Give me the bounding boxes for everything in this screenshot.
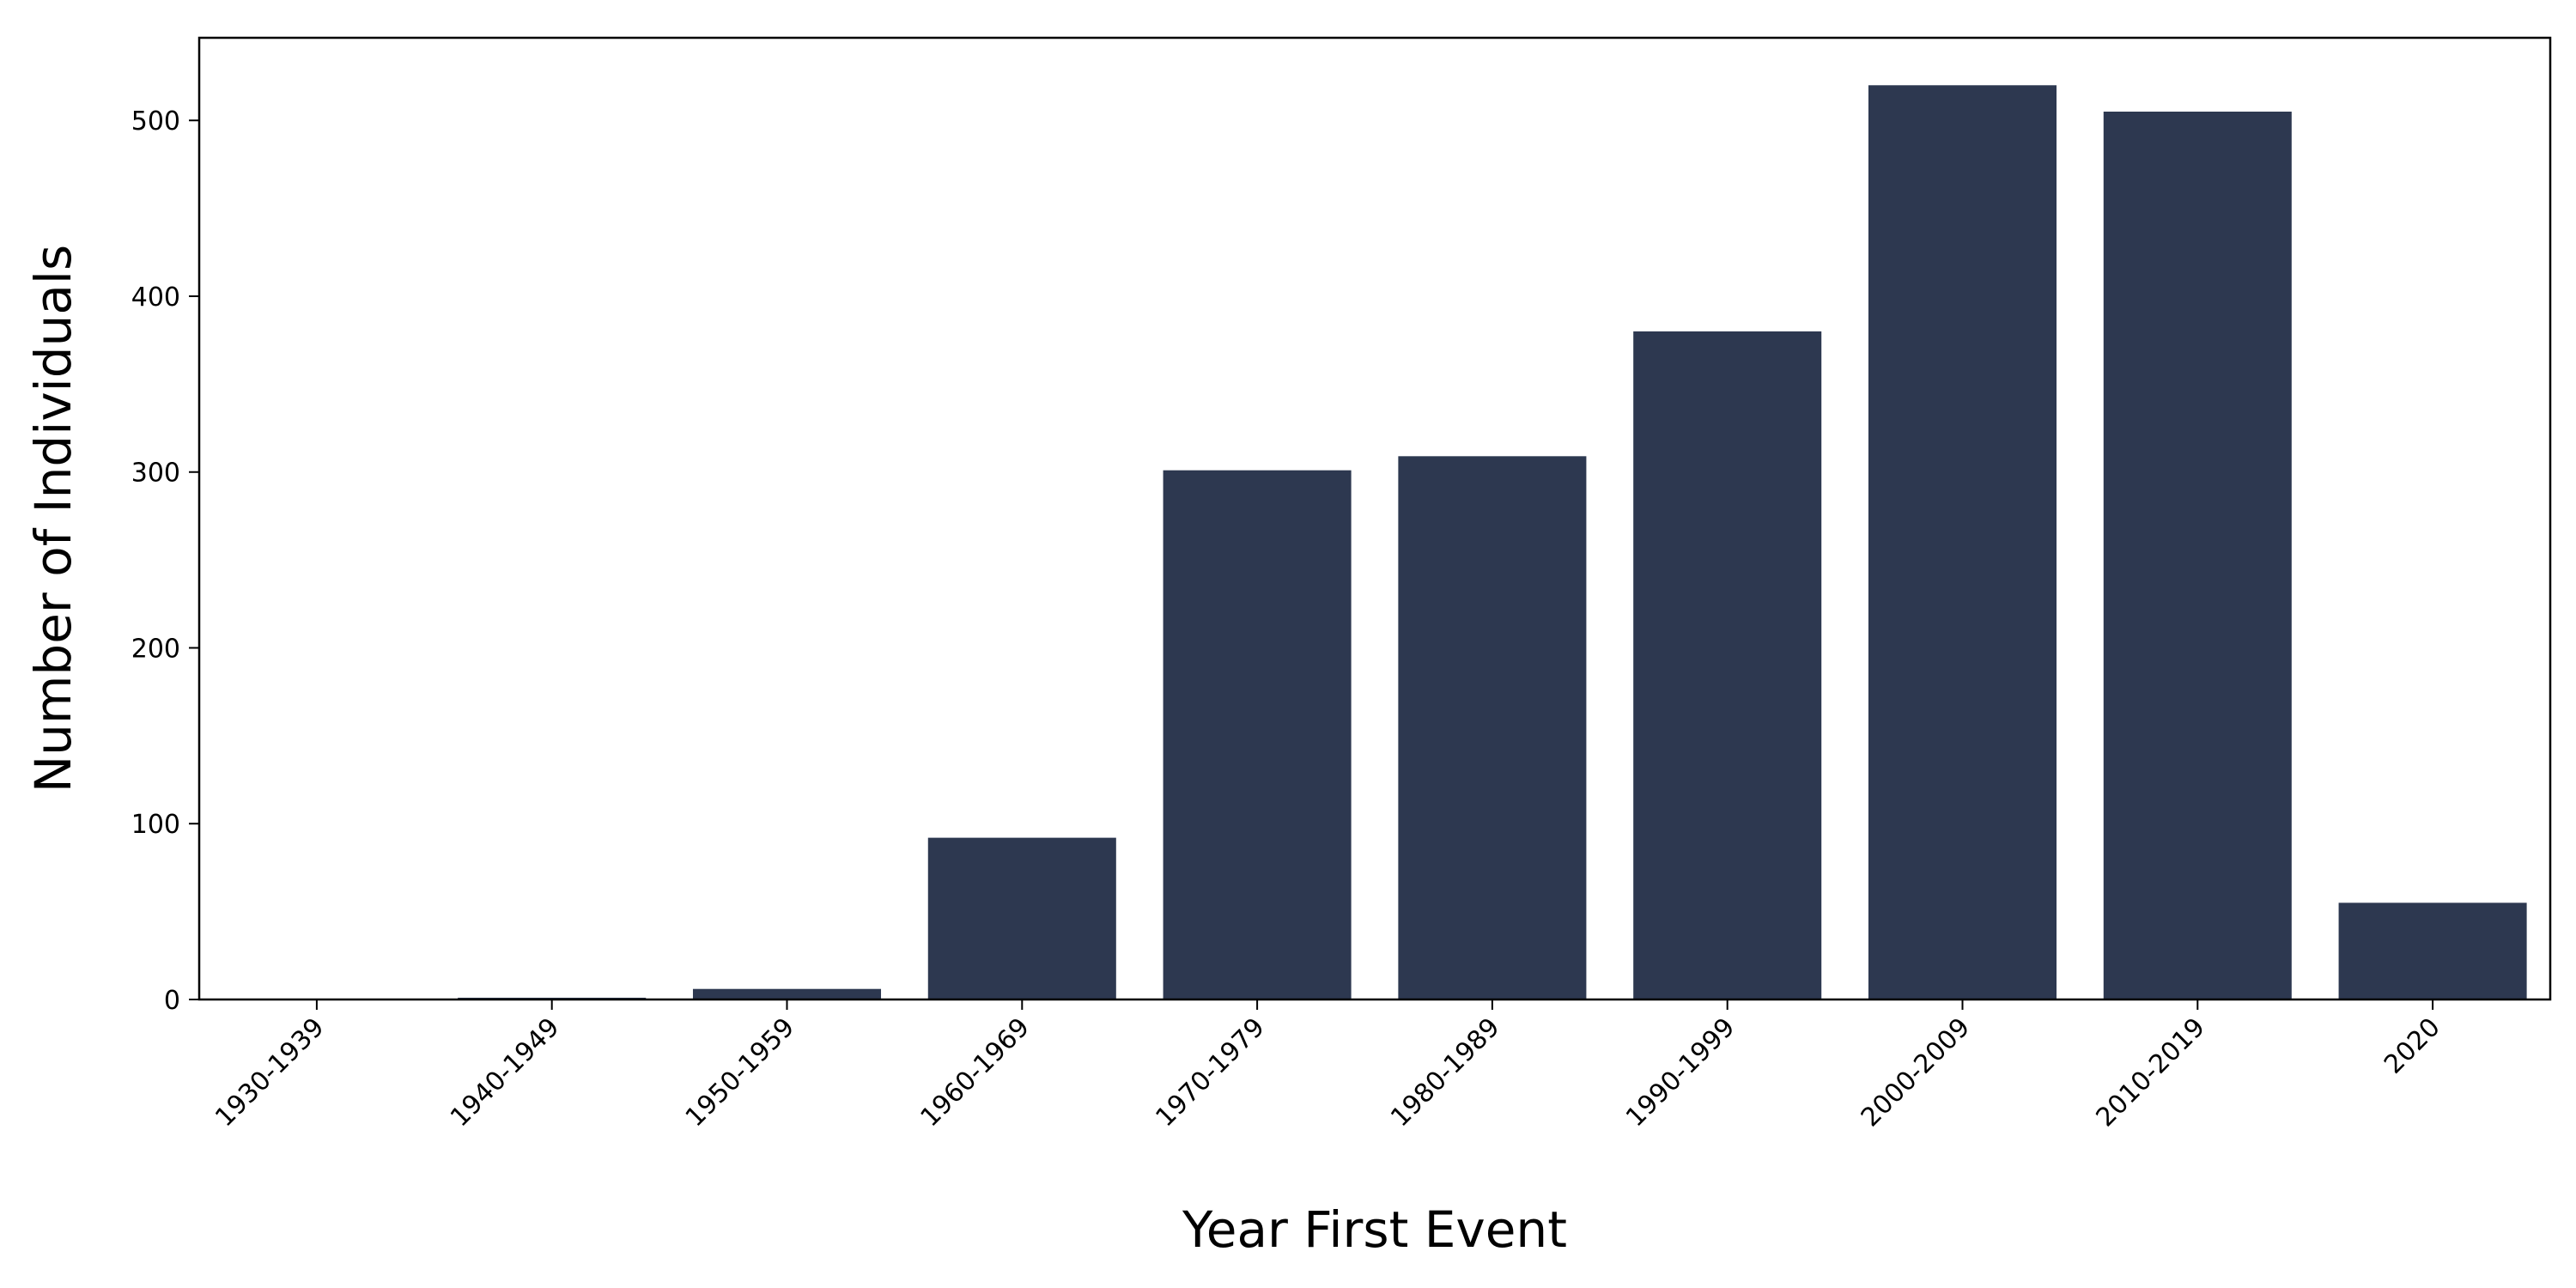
x-axis: 1930-1939 1940-1949 1950-1959 1960-1969 1970… [210,999,2446,1133]
y-tick-label: 400 [131,283,180,313]
x-tick-label: 2010-2019 [2091,1012,2211,1133]
y-axis: 0 100 200 300 400 500 [131,106,199,1016]
x-tick-label: 2020 [2379,1012,2446,1080]
x-tick-label: 1980-1989 [1385,1012,1505,1133]
bar-1950-1959 [692,988,882,999]
bar-2020 [2338,902,2527,999]
y-tick-label: 300 [131,459,180,489]
x-tick-label: 1940-1949 [445,1012,565,1133]
plot-frame [197,36,2552,1001]
bar-2000-2009 [1868,85,2057,1000]
x-tick-label: 1950-1959 [680,1012,800,1133]
bar-2010-2019 [2103,111,2292,999]
bars-group [458,85,2527,1000]
bar-1970-1979 [1163,470,1352,999]
x-tick-label: 1960-1969 [915,1012,1036,1133]
x-tick-label: 2000-2009 [1856,1012,1976,1133]
x-axis-label: Year First Event [1182,1200,1567,1259]
y-tick-label: 200 [131,634,180,664]
x-tick-label: 1930-1939 [210,1012,330,1133]
y-axis-label: Number of Individuals [24,245,82,793]
bar-1960-1969 [927,837,1116,999]
y-tick-label: 0 [164,986,180,1016]
bar-1980-1989 [1398,456,1587,999]
y-tick-label: 100 [131,810,180,840]
y-tick-label: 500 [131,106,180,137]
x-tick-label: 1990-1999 [1620,1012,1741,1133]
x-tick-label: 1970-1979 [1150,1012,1270,1133]
bar-1990-1999 [1633,331,1822,999]
